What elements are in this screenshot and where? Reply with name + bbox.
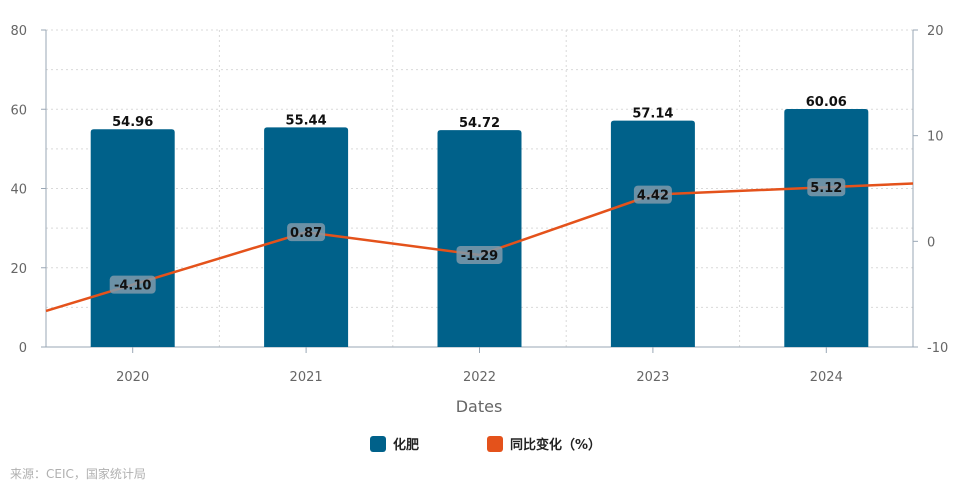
line-point-badge	[456, 245, 503, 264]
line-point-badge	[287, 223, 326, 242]
line-value-label: -4.10	[114, 279, 151, 294]
line-value-label: 5.12	[810, 181, 842, 196]
left-tick-label: 40	[10, 183, 27, 198]
right-tick-label: 0	[927, 235, 935, 250]
x-tick-label: 2021	[290, 370, 323, 385]
legend-swatch	[370, 436, 386, 452]
x-tick-label: 2023	[636, 370, 669, 385]
x-tick-label: 2022	[463, 370, 496, 385]
line-value-label: -1.29	[461, 249, 498, 264]
bar-value-label: 57.14	[632, 107, 673, 122]
line-point-badge	[807, 178, 846, 197]
source-note: 来源：CEIC，国家统计局	[10, 466, 146, 481]
line-value-label: 4.42	[637, 189, 669, 204]
x-tick-label: 2020	[116, 370, 149, 385]
bar-value-label: 60.06	[806, 95, 847, 110]
bar[interactable]	[784, 109, 869, 347]
right-tick-label: 10	[927, 130, 944, 145]
legend-swatch	[487, 436, 503, 452]
bar-value-label: 54.72	[459, 116, 500, 131]
right-tick-label: 20	[927, 24, 944, 39]
legend-item[interactable]: 同比变化（%）	[487, 436, 601, 453]
bar[interactable]	[437, 130, 522, 347]
right-tick-label: -10	[927, 341, 948, 356]
line-point-badge	[633, 185, 672, 204]
legend-label: 化肥	[393, 437, 419, 453]
bar-value-label: 55.44	[286, 113, 327, 128]
bar-value-label: 54.96	[112, 115, 153, 130]
bar[interactable]	[610, 120, 695, 347]
bar[interactable]	[90, 129, 175, 347]
x-tick-label: 2024	[810, 370, 843, 385]
left-tick-label: 20	[10, 262, 27, 277]
line-point-badge	[109, 275, 156, 294]
line-value-label: 0.87	[290, 226, 322, 241]
legend-label: 同比变化（%）	[510, 437, 601, 453]
legend[interactable]: 化肥 同比变化（%）	[370, 436, 601, 453]
x-axis-title: Dates	[456, 397, 503, 416]
left-tick-label: 0	[19, 341, 27, 356]
legend-item[interactable]: 化肥	[370, 436, 419, 453]
left-tick-label: 80	[10, 24, 27, 39]
data-labels: 54.96 55.44 54.72 57.14 60.06 -4.10 0.87 -1.29 4…	[109, 95, 847, 294]
left-tick-label: 60	[10, 103, 27, 118]
